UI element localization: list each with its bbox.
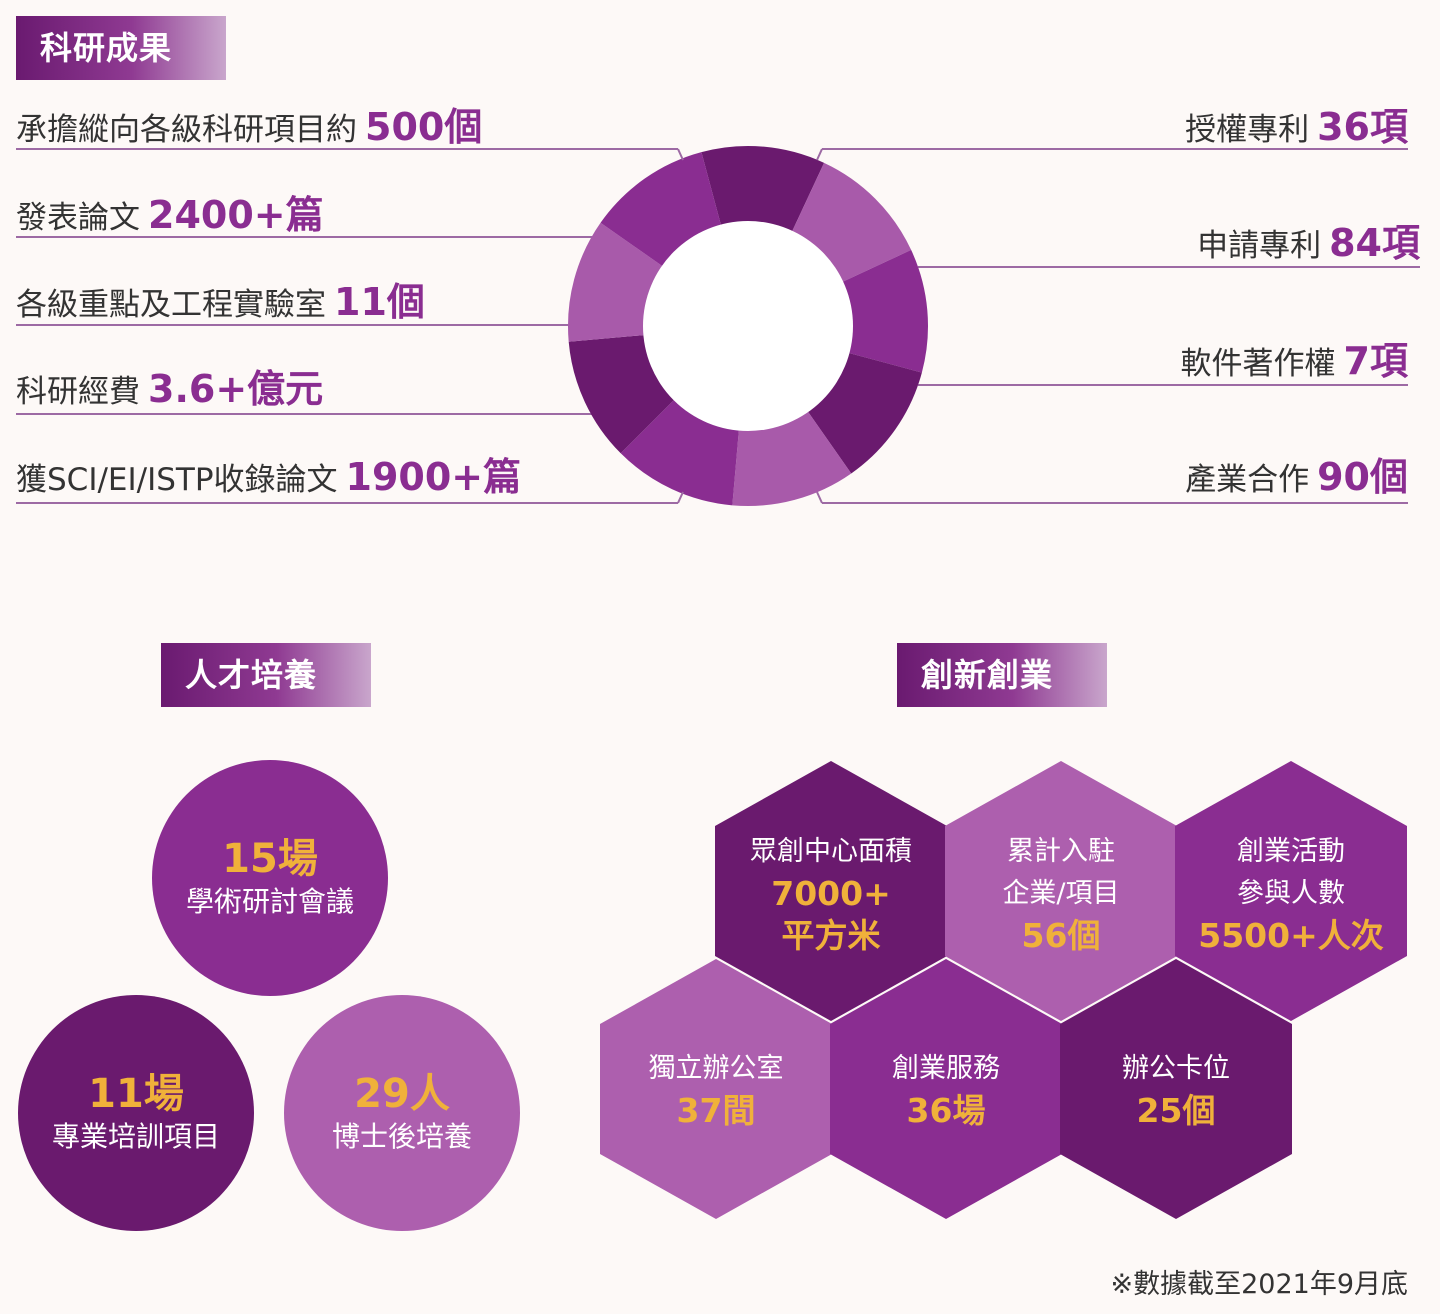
connector-line [816, 148, 823, 161]
ring-segment [701, 146, 825, 232]
hex-label-space: 眾創中心面積 7000+ 平方米 [715, 831, 947, 957]
research-stat-funding: 科研經費 3.6+億元 [16, 358, 323, 413]
research-stat-industry-cooperation: 產業合作 90個 [1185, 446, 1408, 501]
research-stat-applied-patents: 申請專利 84項 [1197, 212, 1420, 267]
bubble-label: 學術研討會議 [185, 885, 354, 918]
hex-label-companies: 累計入駐 企業/項目 56個 [945, 831, 1177, 957]
research-stat-labs: 各級重點及工程實驗室 11個 [16, 271, 425, 326]
hex-label-activities: 創業活動 參與人數 5500+人次 [1175, 831, 1407, 957]
hex-value: 7000+ [771, 874, 891, 913]
ring-segment [732, 411, 852, 506]
stat-value: 2400+篇 [148, 193, 324, 237]
connector-line [677, 491, 684, 504]
hex-title: 獨立辦公室 [648, 1053, 784, 1084]
connector-line [677, 148, 684, 161]
ring-segment [568, 335, 675, 454]
divider [918, 384, 1408, 386]
stat-value: 11個 [334, 280, 425, 324]
bubble-number: 29人 [354, 1071, 450, 1117]
hex-value: 37間 [676, 1091, 756, 1130]
stat-label: 產業合作 [1185, 462, 1310, 498]
stat-label: 發表論文 [16, 200, 140, 236]
hex-title: 企業/項目 [1002, 878, 1120, 909]
stat-value: 7項 [1343, 339, 1408, 383]
hex-title: 累計入駐 [1007, 836, 1115, 867]
research-stat-granted-patents: 授權專利 36項 [1185, 96, 1408, 151]
research-stat-software-copyright: 軟件著作權 7項 [1181, 330, 1408, 385]
hex-value: 5500+人次 [1198, 916, 1384, 955]
talent-title-badge: 人才培養 [161, 643, 371, 707]
ring-connectors [677, 148, 823, 504]
ring-segment [600, 152, 722, 267]
stat-value: 90個 [1317, 455, 1408, 499]
stat-label: 獲SCI/EI/ISTP收錄論文 [16, 462, 338, 498]
innovation-title-badge: 創新創業 [897, 643, 1107, 707]
hex-value: 25個 [1136, 1091, 1216, 1130]
hex-value-unit: 平方米 [781, 916, 881, 955]
hex-label-workstations: 辦公卡位 25個 [1060, 1048, 1292, 1132]
stat-value: 3.6+億元 [148, 367, 324, 411]
bubble-postdoc: 29人 博士後培養 [284, 995, 520, 1231]
stat-label: 各級重點及工程實驗室 [16, 287, 326, 323]
hex-cell-offices [600, 959, 832, 1219]
hex-value: 36場 [906, 1091, 986, 1130]
bubble-number: 15場 [222, 836, 318, 882]
footnote: ※數據截至2021年9月底 [1110, 1269, 1408, 1300]
bubble-label: 博士後培養 [331, 1120, 472, 1153]
stat-label: 授權專利 [1185, 112, 1310, 148]
stat-value: 84項 [1329, 221, 1420, 265]
research-stat-papers: 發表論文 2400+篇 [16, 184, 324, 239]
divider [822, 148, 1408, 150]
bubble-training: 11場 專業培訓項目 [18, 995, 254, 1231]
divider [16, 324, 572, 326]
hex-cell-services [830, 959, 1062, 1219]
hex-cell-activities [1175, 761, 1407, 1021]
divider [16, 236, 600, 238]
research-stat-projects: 承擔縱向各級科研項目約 500個 [16, 96, 482, 151]
stat-label: 承擔縱向各級科研項目約 [16, 112, 357, 148]
hex-title: 參與人數 [1237, 878, 1345, 909]
bubble-number: 11場 [88, 1071, 184, 1117]
hex-title: 創業服務 [892, 1053, 1000, 1084]
ring-segment [842, 249, 928, 373]
hex-value: 56個 [1021, 916, 1101, 955]
stat-label: 軟件著作權 [1180, 346, 1336, 382]
hex-title: 創業活動 [1237, 836, 1345, 867]
ring-segment [568, 222, 663, 342]
bubble-seminars: 15場 學術研討會議 [152, 760, 388, 996]
stat-label: 申請專利 [1197, 228, 1322, 264]
divider [822, 502, 1408, 504]
hex-title: 眾創中心面積 [750, 836, 912, 867]
hex-label-services: 創業服務 36場 [830, 1048, 1062, 1132]
connector-line [816, 491, 823, 504]
divider [16, 502, 678, 504]
bubble-label: 專業培訓項目 [51, 1120, 220, 1153]
research-title-badge: 科研成果 [16, 16, 226, 80]
hex-cell-space [715, 761, 947, 1021]
hex-title: 辦公卡位 [1122, 1053, 1230, 1084]
stat-value: 1900+篇 [345, 455, 522, 499]
hex-label-offices: 獨立辦公室 37間 [600, 1048, 832, 1132]
hex-cell-companies [945, 761, 1177, 1021]
ring-segment [807, 352, 922, 474]
divider [16, 148, 678, 150]
divider [918, 266, 1420, 268]
ring-center [643, 221, 853, 431]
hex-cell-workstations [1060, 959, 1292, 1219]
stat-value: 36項 [1317, 105, 1408, 149]
stat-value: 500個 [365, 105, 483, 149]
research-stat-indexed-papers: 獲SCI/EI/ISTP收錄論文 1900+篇 [16, 446, 521, 501]
ring-segment [620, 399, 739, 506]
ring-segments [568, 146, 928, 506]
stat-label: 科研經費 [16, 374, 140, 410]
divider [16, 413, 600, 415]
